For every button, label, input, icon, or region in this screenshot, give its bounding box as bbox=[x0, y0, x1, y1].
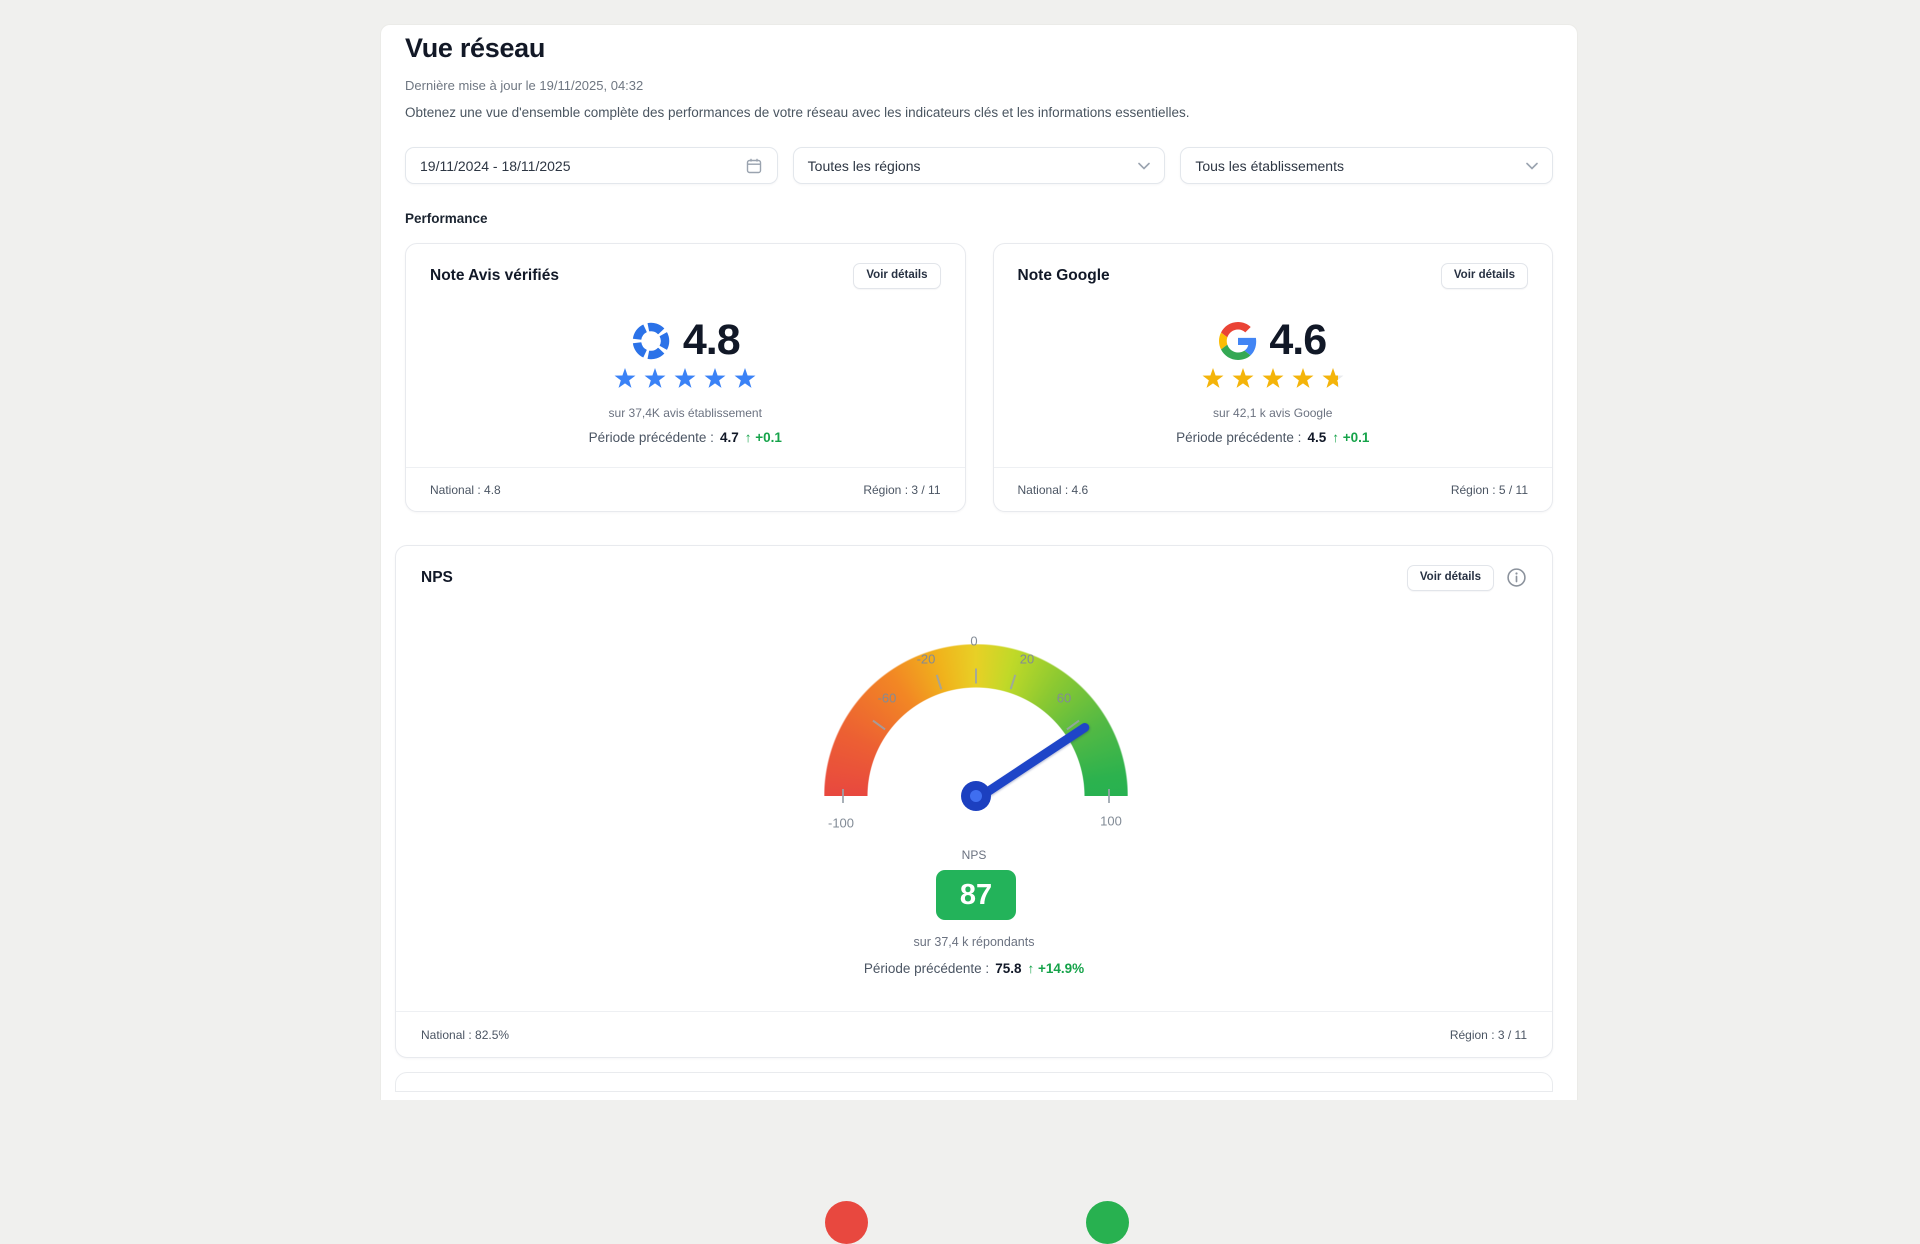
previous-period-label: Période précédente : bbox=[863, 961, 990, 976]
chevron-down-icon bbox=[1138, 162, 1151, 170]
google-footer-region: Région : 5 / 11 bbox=[1450, 482, 1528, 497]
nps-card-title: NPS bbox=[421, 568, 453, 586]
delta-value: +0.1 bbox=[1342, 430, 1370, 445]
gauge-tick-100 bbox=[1108, 789, 1110, 803]
avis-footer-national: National : 4.8 bbox=[430, 482, 501, 497]
page-description: Obtenez une vue d'ensemble complète des … bbox=[405, 105, 1190, 120]
gauge-label-60: 60 bbox=[1056, 690, 1072, 706]
gauge-tick-neg100 bbox=[842, 789, 844, 803]
google-details-button[interactable]: Voir détails bbox=[1440, 263, 1528, 289]
performance-section-label: Performance bbox=[405, 211, 488, 226]
nps-value-label: NPS bbox=[961, 848, 987, 862]
previous-period-value: 75.8 bbox=[995, 961, 1022, 976]
previous-period-value: 4.5 bbox=[1307, 430, 1327, 445]
up-arrow-icon: ↑ bbox=[1332, 430, 1339, 445]
filters-bar: 19/11/2024 - 18/11/2025 Toutes les régio… bbox=[405, 147, 1553, 184]
gauge-tick-0 bbox=[975, 668, 977, 684]
delta-up: ↑ +14.9% bbox=[1027, 961, 1084, 976]
star-icon bbox=[644, 368, 666, 388]
gauge-label-neg100: -100 bbox=[827, 815, 855, 831]
nps-footer-region: Région : 3 / 11 bbox=[1449, 1027, 1527, 1042]
info-icon[interactable] bbox=[1505, 567, 1527, 589]
region-select-value: Toutes les régions bbox=[807, 157, 921, 174]
calendar-icon bbox=[745, 157, 763, 175]
establishment-select[interactable]: Tous les établissements bbox=[1180, 147, 1553, 184]
nps-previous-period: Période précédente : 75.8 ↑ +14.9% bbox=[396, 961, 1552, 976]
star-icon bbox=[1202, 368, 1224, 388]
date-range-value: 19/11/2024 - 18/11/2025 bbox=[420, 157, 571, 174]
nps-card: NPS Voir détails -100 -60 -20 0 20 bbox=[395, 545, 1553, 1244]
delta-up: ↑ +0.1 bbox=[1332, 430, 1369, 445]
avis-verifies-logo-icon bbox=[631, 321, 671, 361]
previous-period-value: 4.7 bbox=[719, 430, 739, 445]
previous-period-label: Période précédente : bbox=[1176, 430, 1302, 445]
gauge-label-20: 20 bbox=[1019, 651, 1035, 667]
gauge-arc-cap-left bbox=[825, 1200, 868, 1244]
avis-card-title: Note Avis vérifiés bbox=[430, 266, 559, 284]
gauge-label-neg60: -60 bbox=[877, 690, 897, 706]
google-footer-national: National : 4.6 bbox=[1017, 482, 1089, 497]
avis-previous-period: Période précédente : 4.7 ↑ +0.1 bbox=[406, 430, 965, 445]
google-score: 4.6 bbox=[1269, 316, 1327, 364]
star-icon bbox=[734, 368, 756, 388]
gauge-arc bbox=[824, 644, 1128, 796]
gauge-label-100: 100 bbox=[1100, 813, 1122, 829]
establishment-select-value: Tous les établissements bbox=[1195, 157, 1344, 174]
google-star-rating bbox=[994, 367, 1553, 391]
google-reviews-caption: sur 42,1 k avis Google bbox=[1213, 406, 1333, 420]
google-previous-period: Période précédente : 4.5 ↑ +0.1 bbox=[994, 430, 1553, 445]
gauge-arc-cap-right bbox=[1086, 1200, 1129, 1244]
page-title: Vue réseau bbox=[405, 33, 546, 63]
avis-details-button[interactable]: Voir détails bbox=[853, 263, 941, 289]
delta-value: +0.1 bbox=[755, 430, 782, 445]
star-icon bbox=[704, 368, 726, 388]
chevron-down-icon bbox=[1526, 162, 1538, 170]
star-icon bbox=[614, 368, 636, 388]
star-icon bbox=[1232, 368, 1254, 388]
nps-value-badge: 87 bbox=[936, 870, 1016, 920]
google-card: Note Google Voir détails 4.6 bbox=[992, 243, 1553, 512]
google-logo-icon bbox=[1219, 321, 1257, 360]
avis-verifies-card: Note Avis vérifiés Voir détails 4.8 bbox=[405, 243, 966, 512]
up-arrow-icon: ↑ bbox=[1027, 961, 1035, 976]
region-select[interactable]: Toutes les régions bbox=[792, 147, 1166, 184]
nps-respondents-caption: sur 37,4 k répondants bbox=[913, 935, 1035, 949]
last-update-text: Dernière mise à jour le 19/11/2025, 04:3… bbox=[405, 78, 644, 93]
nps-details-button[interactable]: Voir détails bbox=[1406, 565, 1494, 591]
up-arrow-icon: ↑ bbox=[744, 430, 752, 445]
star-icon bbox=[1292, 368, 1314, 388]
star-icon bbox=[1262, 368, 1284, 388]
star-icon bbox=[674, 368, 696, 388]
partial-star-icon bbox=[1321, 367, 1345, 391]
delta-up: ↑ +0.1 bbox=[745, 430, 782, 445]
nps-footer-national: National : 82.5% bbox=[421, 1027, 510, 1042]
google-card-title: Note Google bbox=[1017, 266, 1110, 284]
avis-star-rating bbox=[406, 367, 965, 391]
gauge-label-neg20: -20 bbox=[916, 651, 936, 667]
avis-footer-region: Région : 3 / 11 bbox=[863, 482, 941, 497]
performance-cards-row: Note Avis vérifiés Voir détails 4.8 bbox=[405, 243, 1553, 512]
delta-value: +14.9% bbox=[1037, 961, 1085, 976]
avis-reviews-caption: sur 37,4K avis établissement bbox=[608, 406, 762, 420]
next-card-top-edge bbox=[395, 1072, 1553, 1092]
date-range-picker[interactable]: 19/11/2024 - 18/11/2025 bbox=[405, 147, 778, 184]
gauge-label-0: 0 bbox=[970, 633, 978, 649]
gauge-needle-hub-dot bbox=[970, 790, 982, 802]
avis-score: 4.8 bbox=[682, 316, 741, 364]
previous-period-label: Période précédente : bbox=[588, 430, 714, 445]
